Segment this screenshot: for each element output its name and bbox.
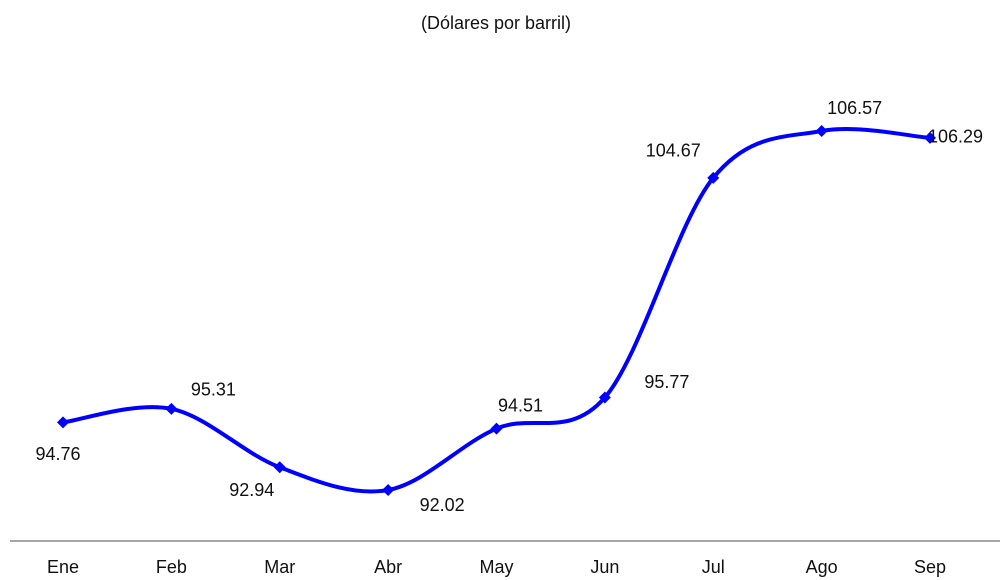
x-tick-label: Ago <box>806 557 838 577</box>
point-marker <box>273 461 286 474</box>
data-label: 92.02 <box>420 495 465 515</box>
x-tick-label: Ene <box>47 557 79 577</box>
x-tick-label: Abr <box>374 557 402 577</box>
line <box>62 127 931 494</box>
point-marker <box>598 391 611 404</box>
point-marker <box>924 131 936 144</box>
chart-subtitle: (Dólares por barril) <box>421 13 571 33</box>
point-marker <box>815 125 828 137</box>
data-label: 95.77 <box>644 372 689 392</box>
x-tick-label: Jul <box>702 557 725 577</box>
data-label: 94.76 <box>35 444 80 464</box>
x-tick-label: Sep <box>914 557 946 577</box>
point-marker <box>165 402 178 415</box>
point-marker <box>490 422 503 435</box>
data-label: 104.67 <box>646 141 701 161</box>
data-label: 106.29 <box>928 127 983 147</box>
x-tick-label: May <box>479 557 513 577</box>
point-marker <box>382 484 395 496</box>
data-label: 106.57 <box>827 98 882 118</box>
data-label: 92.94 <box>229 480 274 500</box>
point-marker <box>707 171 720 184</box>
data-label: 95.31 <box>191 380 236 400</box>
data-label: 94.51 <box>498 395 543 415</box>
x-tick-label: Jun <box>590 557 619 577</box>
x-tick-label: Feb <box>156 557 187 577</box>
point-marker <box>57 416 69 429</box>
x-tick-label: Mar <box>264 557 295 577</box>
